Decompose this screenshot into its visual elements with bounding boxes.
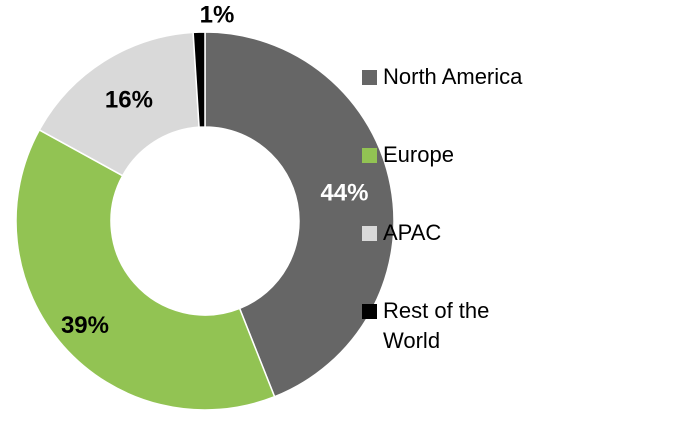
data-label: 39% [61,312,109,339]
legend-label: North America [383,64,523,89]
slice [192,31,206,128]
legend-item: Rest of the World [358,296,558,374]
data-label: 44% [320,180,368,207]
legend-label: APAC [383,220,442,245]
legend-item: APAC [358,218,558,296]
legend-label: Europe [383,142,454,167]
slice [204,31,395,398]
legend-swatch [362,304,377,319]
legend-swatch [362,226,377,241]
legend-swatch [362,70,377,85]
legend-item: North America [358,62,558,140]
legend-item: Europe [358,140,558,218]
data-label: 1% [200,1,235,28]
legend-swatch [362,148,377,163]
data-label: 16% [105,86,153,113]
legend: North America Europe APAC Rest of the World [358,62,558,374]
legend-label: Rest of the World [383,298,490,353]
slice [38,31,200,177]
slice [15,128,276,411]
